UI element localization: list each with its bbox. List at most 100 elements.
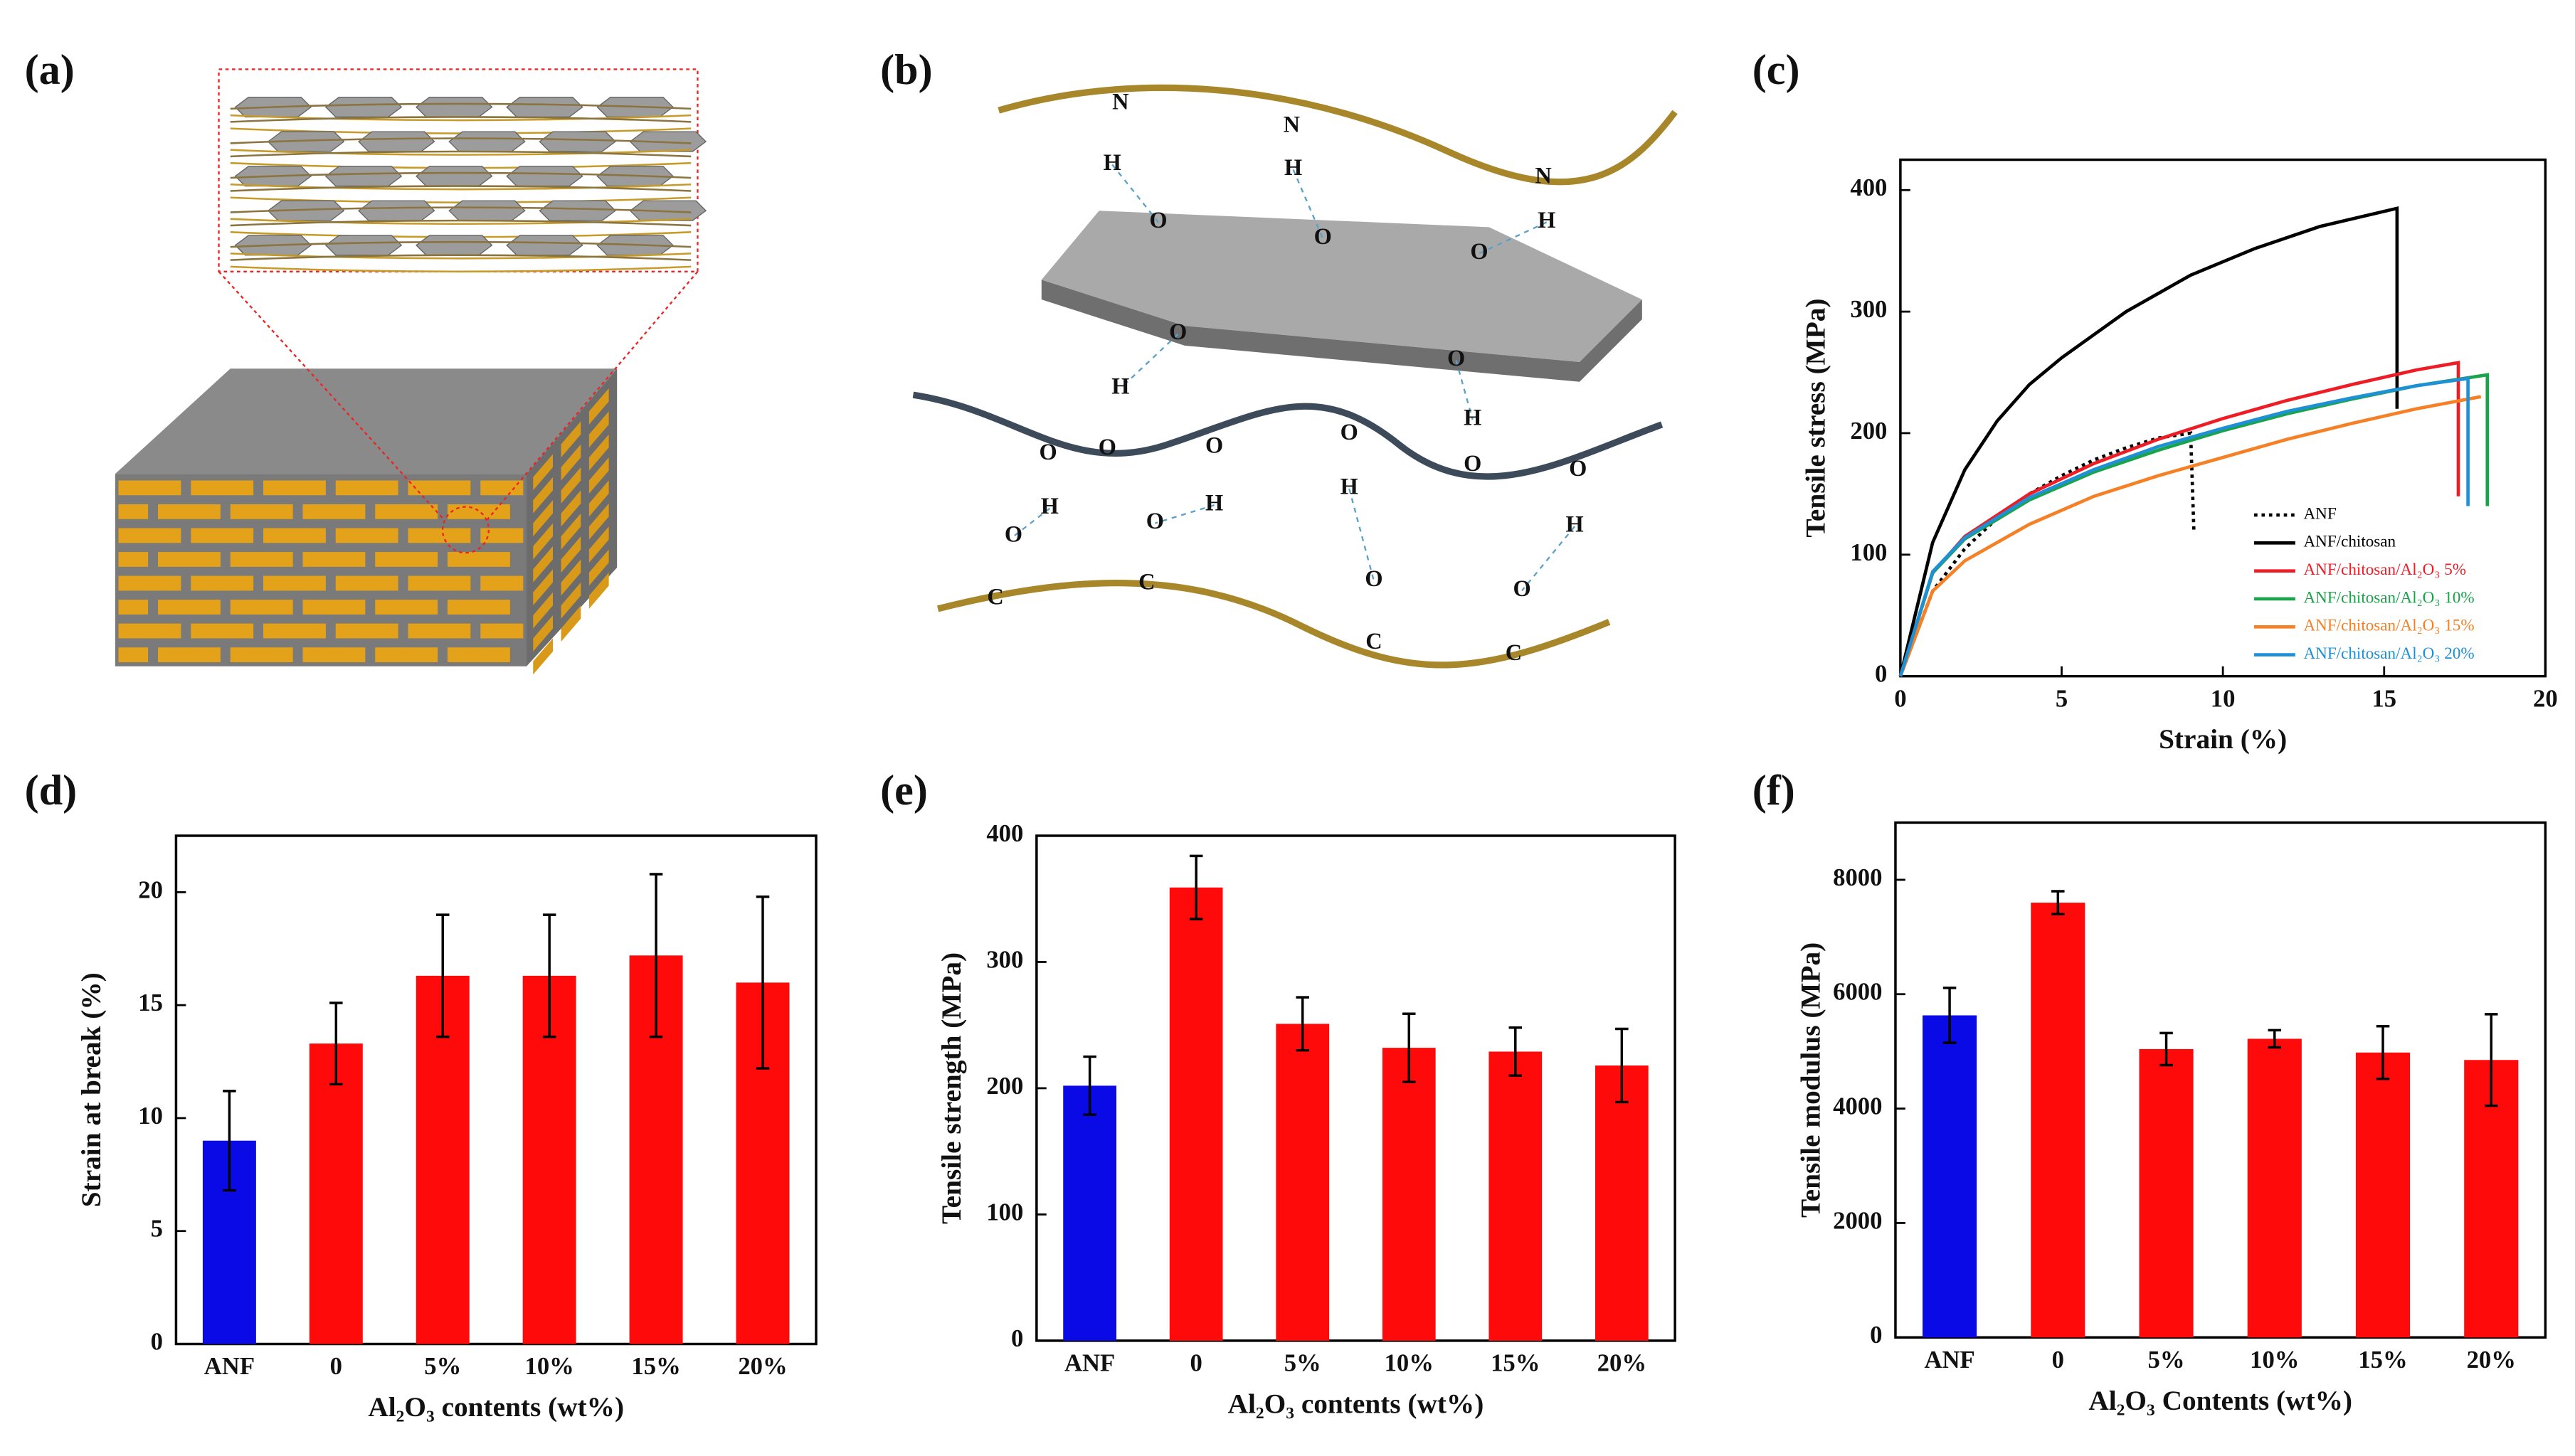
error-bar bbox=[1615, 1027, 1629, 1104]
side-brick bbox=[561, 536, 581, 573]
brick bbox=[230, 552, 293, 567]
atom-label: O bbox=[1569, 456, 1587, 482]
x-tick-label: ANF bbox=[204, 1352, 255, 1380]
legend-label: ANF/chitosan/Al₂O₃ 20% bbox=[2303, 644, 2474, 663]
legend-label: ANF bbox=[2303, 504, 2336, 523]
platelet bbox=[415, 235, 493, 256]
platelet bbox=[324, 166, 403, 187]
fiber bbox=[230, 137, 692, 144]
side-brick bbox=[588, 388, 609, 425]
platelet bbox=[506, 235, 583, 256]
brick bbox=[118, 528, 181, 543]
brick bbox=[375, 647, 438, 663]
panel-label: (f) bbox=[1752, 767, 1795, 814]
brick bbox=[408, 623, 471, 639]
side-brick bbox=[588, 480, 609, 517]
atom-label: O bbox=[1146, 509, 1164, 534]
side-brick bbox=[533, 454, 553, 491]
atom-label: O bbox=[1039, 440, 1057, 465]
atom-label: N bbox=[1535, 163, 1551, 188]
brick bbox=[118, 647, 149, 663]
panel-label: (d) bbox=[25, 767, 77, 814]
bar bbox=[2031, 903, 2085, 1338]
brick bbox=[157, 504, 221, 519]
side-brick bbox=[533, 638, 553, 675]
platelet bbox=[506, 166, 583, 187]
legend-label: ANF/chitosan/Al₂O₃ 15% bbox=[2303, 617, 2474, 635]
brick bbox=[302, 552, 366, 567]
atom-label: H bbox=[1041, 494, 1059, 519]
bar bbox=[1595, 1065, 1649, 1341]
brick bbox=[408, 528, 471, 543]
fiber bbox=[230, 253, 692, 260]
y-tick-label: 300 bbox=[1850, 295, 1887, 323]
fiber bbox=[230, 150, 692, 158]
error-bar bbox=[329, 1001, 343, 1086]
side-bricks bbox=[533, 388, 609, 675]
side-brick bbox=[588, 503, 609, 540]
x-tick-label: 5% bbox=[2148, 1346, 2185, 1373]
x-axis-label: Al₂O₃ Contents (wt%) bbox=[2088, 1385, 2352, 1416]
bar bbox=[309, 1043, 363, 1344]
atom-label: O bbox=[1149, 208, 1167, 233]
brick bbox=[480, 528, 524, 543]
fiber bbox=[230, 183, 692, 191]
atom-label: O bbox=[1205, 433, 1223, 459]
fiber bbox=[936, 580, 1611, 669]
atom-label: H bbox=[1464, 405, 1481, 430]
legend-label: ANF/chitosan bbox=[2303, 533, 2396, 551]
platelet bbox=[506, 96, 583, 118]
platelet bbox=[539, 131, 616, 152]
bar bbox=[1276, 1024, 1330, 1341]
atom-label: O bbox=[1005, 522, 1022, 548]
series-line bbox=[1898, 206, 2399, 677]
side-brick bbox=[588, 457, 609, 494]
brick bbox=[480, 480, 524, 496]
zoom-line bbox=[486, 271, 699, 521]
fiber bbox=[998, 84, 1678, 186]
error-bar bbox=[2268, 1029, 2282, 1049]
platelet bbox=[1041, 211, 1642, 362]
x-tick-label: 20% bbox=[1597, 1349, 1646, 1377]
brick bbox=[157, 600, 221, 615]
side-brick bbox=[561, 490, 581, 527]
zoom-line bbox=[218, 271, 445, 521]
platelet bbox=[448, 200, 526, 221]
side-brick bbox=[533, 477, 553, 514]
x-tick-label: 20% bbox=[2467, 1346, 2516, 1373]
y-tick-label: 200 bbox=[1850, 417, 1887, 445]
side-brick bbox=[561, 444, 581, 481]
x-axis-label: Al₂O₃ contents (wt%) bbox=[368, 1391, 624, 1423]
error-bar bbox=[2376, 1025, 2390, 1080]
series-line bbox=[1898, 395, 2482, 677]
side-brick bbox=[533, 569, 553, 606]
panel-label: (e) bbox=[880, 767, 928, 814]
brick bbox=[335, 528, 398, 543]
bar bbox=[1489, 1051, 1543, 1341]
fiber bbox=[230, 265, 692, 273]
error-bar bbox=[2485, 1013, 2498, 1107]
brick bbox=[335, 480, 398, 496]
error-bar bbox=[1189, 854, 1203, 920]
panel-label: (a) bbox=[25, 46, 75, 94]
y-tick-label: 10 bbox=[138, 1102, 163, 1130]
hydrogen-bond bbox=[1012, 507, 1051, 538]
brick bbox=[302, 504, 366, 519]
hydrogen-bond bbox=[1455, 360, 1474, 420]
fiber bbox=[230, 206, 692, 213]
y-tick-label: 2000 bbox=[1833, 1206, 1882, 1234]
atom-label: C bbox=[1506, 640, 1522, 666]
y-tick-label: 0 bbox=[1875, 660, 1887, 688]
atom-label: O bbox=[1365, 566, 1382, 592]
side-brick bbox=[561, 467, 581, 504]
x-tick-label: 10% bbox=[524, 1352, 573, 1380]
error-bar bbox=[649, 873, 663, 1038]
y-axis-label: Strain at break (%) bbox=[75, 972, 107, 1207]
side-brick bbox=[588, 434, 609, 471]
legend-label: ANF/chitosan/Al₂O₃ 10% bbox=[2303, 588, 2474, 607]
brick bbox=[335, 575, 398, 591]
platelet bbox=[358, 200, 435, 221]
x-tick-label: 15% bbox=[631, 1352, 680, 1380]
